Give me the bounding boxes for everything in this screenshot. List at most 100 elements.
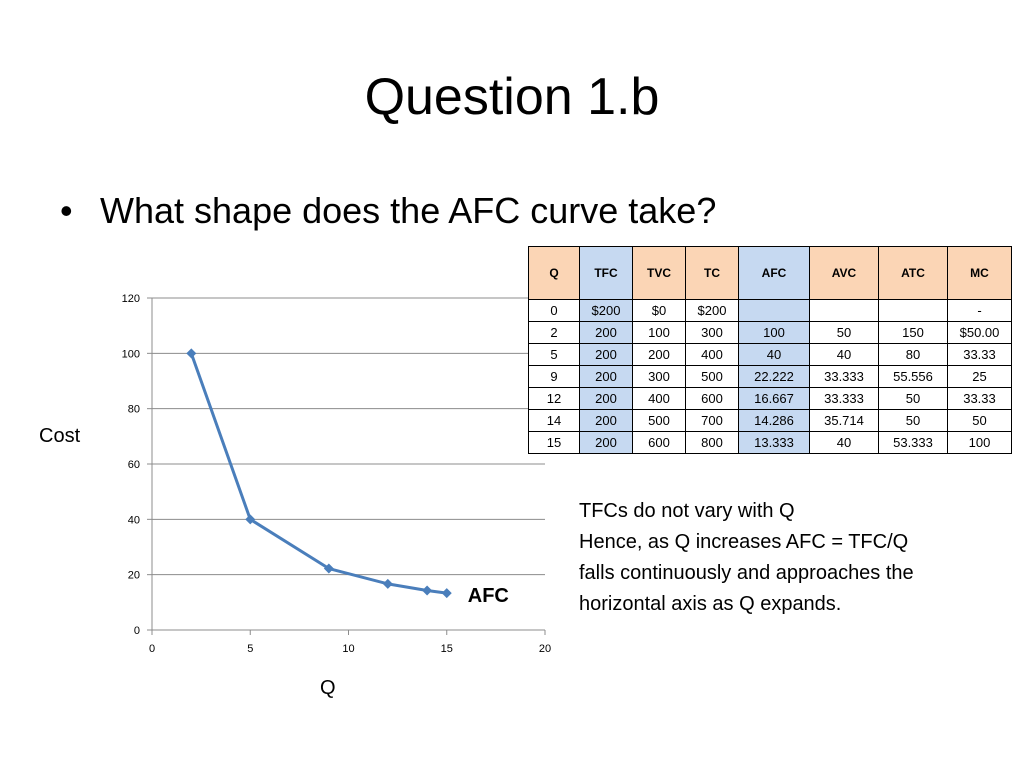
table-cell-tfc: 200 (579, 365, 633, 388)
table-header-q: Q (528, 246, 580, 300)
table-cell-tc: $200 (685, 299, 739, 322)
table-cell-avc: 40 (809, 343, 879, 366)
y-tick-label: 100 (122, 348, 140, 360)
table-cell-q: 2 (528, 321, 580, 344)
table-cell-mc: $50.00 (947, 321, 1012, 344)
table-cell-tfc: 200 (579, 409, 633, 432)
table-cell-atc: 50 (878, 387, 948, 410)
table-cell-avc: 40 (809, 431, 879, 454)
table-cell-q: 14 (528, 409, 580, 432)
table-cell-q: 9 (528, 365, 580, 388)
table-row: 0 $200 $0 $200- (528, 299, 1012, 322)
table-header-row: Q TFC TVC TC AFC AVC ATC MC (528, 246, 1012, 300)
table-cell-afc: 13.333 (738, 431, 810, 454)
bullet-symbol: • (60, 190, 73, 231)
table-cell-mc: - (947, 299, 1012, 322)
table-row: 14 200 500 700 14.286 35.714 50 50 (528, 409, 1012, 432)
table-cell-atc: 150 (878, 321, 948, 344)
table-header-avc: AVC (809, 246, 879, 300)
table-cell-tvc: 100 (632, 321, 686, 344)
y-tick-label: 40 (128, 514, 140, 526)
table-header-tvc: TVC (632, 246, 686, 300)
table-header-afc: AFC (738, 246, 810, 300)
table-cell-tc: 800 (685, 431, 739, 454)
table-cell-tvc: 400 (632, 387, 686, 410)
x-tick-label: 5 (247, 643, 253, 655)
table-cell-tc: 400 (685, 343, 739, 366)
explanation-line: horizontal axis as Q expands. (579, 593, 842, 615)
table-cell-mc: 50 (947, 409, 1012, 432)
table-cell-afc: 16.667 (738, 387, 810, 410)
table-row: 12 200 400 600 16.667 33.333 50 33.33 (528, 387, 1012, 410)
table-cell-afc: 22.222 (738, 365, 810, 388)
series-label-afc: AFC (468, 585, 509, 607)
table-cell-avc: 33.333 (809, 365, 879, 388)
table-cell-tvc: 500 (632, 409, 686, 432)
table-row: 2 200 100 300 100 50 150 $50.00 (528, 321, 1012, 344)
table-cell-avc: 50 (809, 321, 879, 344)
table-cell-tvc: 300 (632, 365, 686, 388)
x-tick-label: 15 (441, 643, 453, 655)
table-cell-q: 12 (528, 387, 580, 410)
table-cell-avc (809, 299, 879, 322)
table-cell-mc: 100 (947, 431, 1012, 454)
table-body: 0 $200 $0 $200-2 200 100 300 100 50 150 $50.00 5 200… (528, 299, 1012, 454)
afc-data-point (186, 348, 197, 359)
table-cell-tvc: 200 (632, 343, 686, 366)
table-cell-tc: 700 (685, 409, 739, 432)
chart-gridlines (152, 297, 545, 576)
table-cell-afc: 100 (738, 321, 810, 344)
bullet-text: What shape does the AFC curve take? (100, 190, 717, 231)
table-cell-q: 15 (528, 431, 580, 454)
chart-axes: 0 20 40 60 80 100 120 0 5 10 15 20 (122, 293, 551, 655)
table-cell-mc: 25 (947, 365, 1012, 388)
table-cell-afc: 40 (738, 343, 810, 366)
table-cell-avc: 33.333 (809, 387, 879, 410)
y-tick-label: 120 (122, 293, 140, 305)
y-tick-label: 60 (128, 459, 140, 471)
afc-data-point (245, 514, 256, 525)
table-cell-atc: 53.333 (878, 431, 948, 454)
table-cell-tc: 500 (685, 365, 739, 388)
afc-data-point (382, 578, 393, 589)
table-cell-q: 5 (528, 343, 580, 366)
table-header-tfc: TFC (579, 246, 633, 300)
table-cell-tfc: 200 (579, 343, 633, 366)
x-tick-label: 20 (539, 643, 551, 655)
table-header-tc: TC (685, 246, 739, 300)
y-tick-label: 80 (128, 404, 140, 416)
table-cell-tfc: 200 (579, 321, 633, 344)
y-tick-label: 20 (128, 570, 140, 582)
table-cell-q: 0 (528, 299, 580, 322)
table-row: 5 200 200 400 40 40 80 33.33 (528, 343, 1012, 366)
x-axis-label: Q (320, 677, 336, 699)
table-cell-tc: 600 (685, 387, 739, 410)
table-cell-tfc: $200 (579, 299, 633, 322)
table-cell-avc: 35.714 (809, 409, 879, 432)
table-cell-atc: 80 (878, 343, 948, 366)
table-cell-tvc: 600 (632, 431, 686, 454)
chart-series: AFC (186, 348, 509, 607)
table-cell-tfc: 200 (579, 387, 633, 410)
table-cell-atc: 50 (878, 409, 948, 432)
y-tick-label: 0 (134, 625, 140, 637)
table-cell-tvc: $0 (632, 299, 686, 322)
table-cell-tc: 300 (685, 321, 739, 344)
explanation-text: TFCs do not vary with Q Hence, as Q incr… (579, 496, 914, 620)
table-cell-tfc: 200 (579, 431, 633, 454)
table-row: 15 200 600 800 13.333 40 53.333 100 (528, 431, 1012, 454)
bullet-question: • What shape does the AFC curve take? (60, 186, 716, 236)
table-cell-mc: 33.33 (947, 343, 1012, 366)
explanation-line: TFCs do not vary with Q (579, 500, 795, 522)
x-tick-label: 0 (149, 643, 155, 655)
table-row: 9 200 300 500 22.222 33.333 55.556 25 (528, 365, 1012, 388)
table-cell-atc: 55.556 (878, 365, 948, 388)
table-cell-afc (738, 299, 810, 322)
afc-data-point (441, 588, 452, 599)
slide-title: Question 1.b (364, 68, 660, 126)
afc-series-line (189, 352, 447, 595)
explanation-line: Hence, as Q increases AFC = TFC/Q (579, 531, 909, 553)
x-tick-label: 10 (342, 643, 354, 655)
